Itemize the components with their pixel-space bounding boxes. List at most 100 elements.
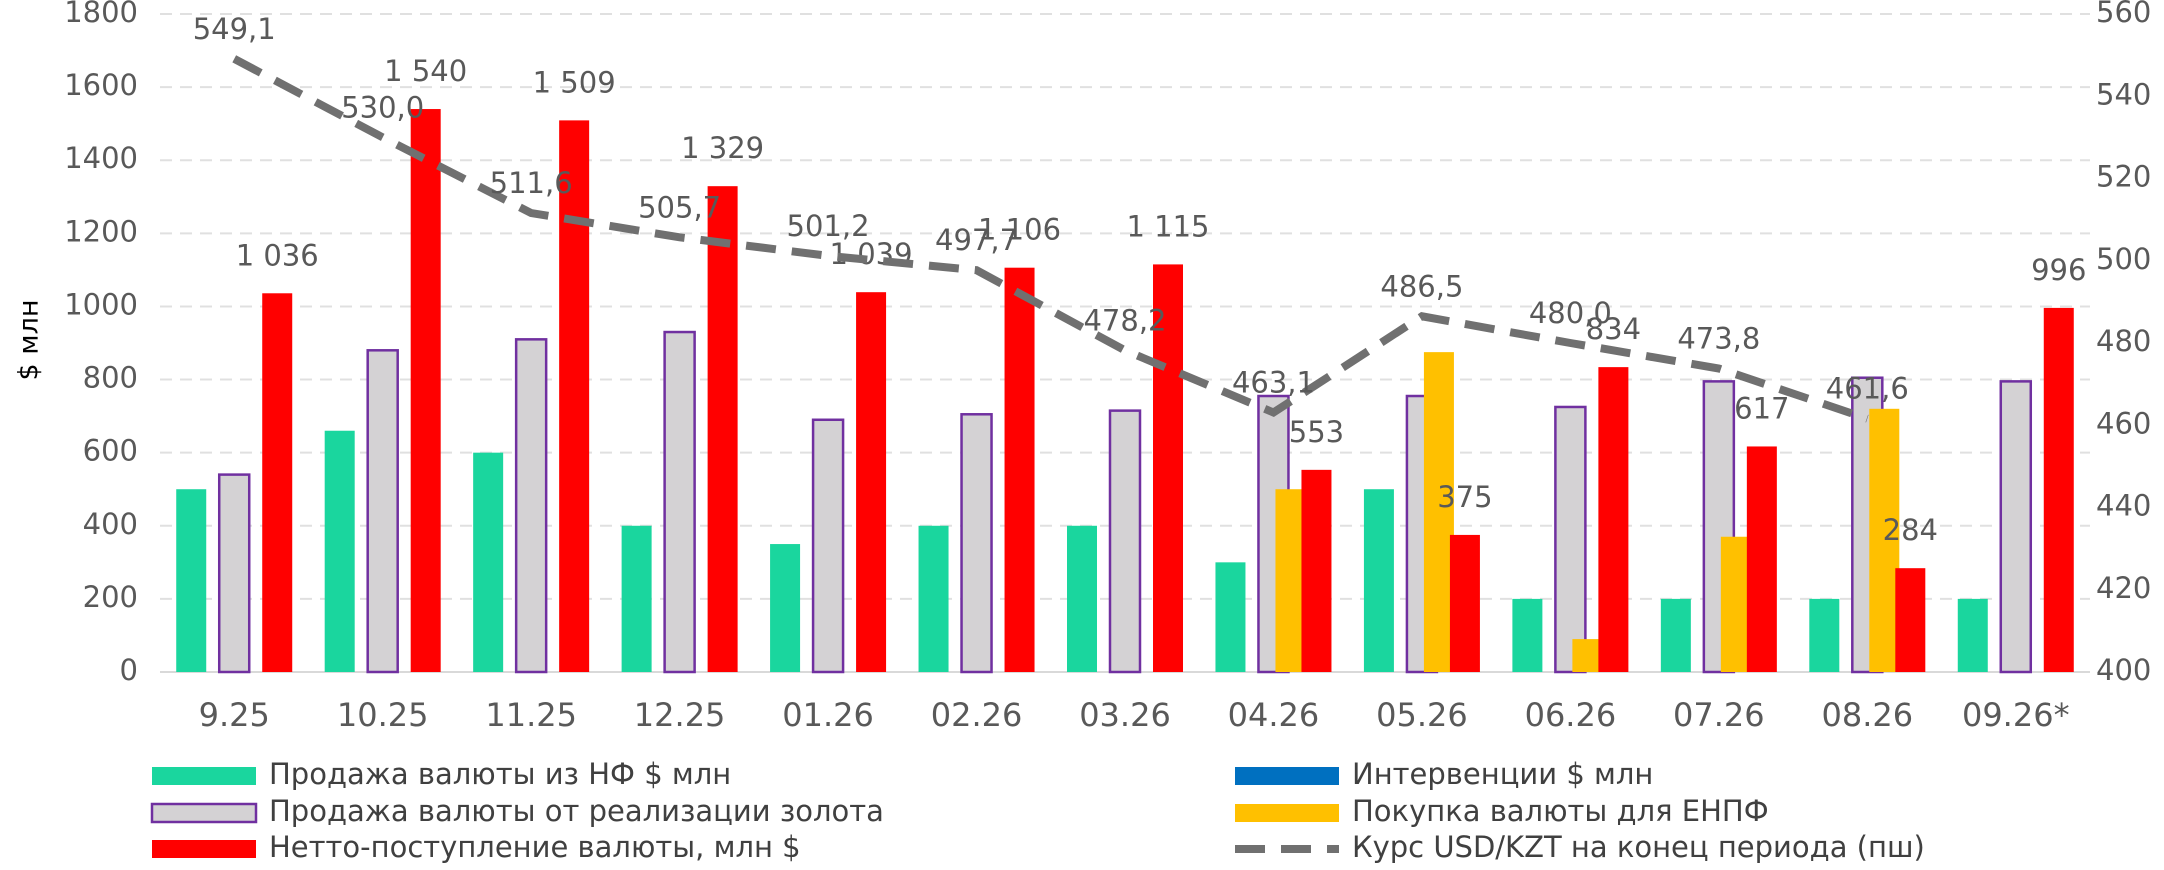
y2-tick-label: 540 — [2096, 77, 2151, 111]
x-tick-label: 12.25 — [634, 696, 726, 734]
bar — [811, 418, 845, 674]
data-label: 1 540 — [384, 54, 467, 88]
legend-swatch — [1235, 804, 1339, 822]
bar — [1108, 409, 1142, 674]
legend-label: Нетто-поступление валюты, млн $ — [269, 830, 801, 864]
legend-label: Покупка валюты для ЕНПФ — [1352, 794, 1769, 828]
bar — [410, 109, 441, 673]
line-label: 486,5 — [1380, 269, 1463, 303]
bar — [559, 120, 590, 673]
y2-tick-label: 480 — [2096, 324, 2151, 358]
legend-label: Продажа валюты из НФ $ млн — [269, 757, 731, 791]
y2-tick-label: 420 — [2096, 571, 2151, 605]
bar — [366, 349, 399, 674]
bar — [1999, 380, 2033, 674]
legend-swatch — [152, 840, 256, 858]
legend-swatch — [1235, 767, 1339, 785]
x-tick-label: 03.26 — [1079, 696, 1171, 734]
line-label: 501,2 — [787, 209, 870, 243]
data-label: 1 115 — [1126, 209, 1209, 243]
data-label: 1 329 — [681, 131, 764, 165]
bar — [324, 430, 355, 672]
y-tick-label: 1600 — [64, 68, 138, 102]
x-tick-label: 11.25 — [485, 696, 577, 734]
bar — [1275, 489, 1306, 672]
y2-tick-label: 520 — [2096, 160, 2151, 194]
line-label: 549,1 — [193, 12, 276, 46]
line-label: 478,2 — [1083, 303, 1166, 337]
x-tick-label: 06.26 — [1525, 696, 1617, 734]
bar — [1895, 568, 1926, 672]
y-tick-label: 1200 — [64, 214, 138, 248]
bar — [473, 452, 504, 672]
bar — [1301, 469, 1332, 672]
legend-swatch — [150, 802, 258, 824]
bar — [1869, 408, 1900, 672]
data-label: 617 — [1734, 391, 1789, 425]
y2-tick-label: 500 — [2096, 242, 2151, 276]
y-tick-label: 1800 — [64, 0, 138, 29]
bar — [1660, 598, 1691, 672]
x-tick-label: 07.26 — [1673, 696, 1765, 734]
x-tick-label: 04.26 — [1228, 696, 1320, 734]
bar — [918, 525, 949, 672]
bar — [1153, 264, 1183, 672]
y2-tick-label: 460 — [2096, 406, 2151, 440]
data-label: 996 — [2031, 253, 2086, 287]
x-tick-label: 9.25 — [199, 696, 270, 734]
bar — [1449, 534, 1480, 672]
y-tick-label: 800 — [83, 361, 138, 395]
bar — [1423, 352, 1454, 672]
y2-tick-label: 440 — [2096, 489, 2151, 523]
data-label: 553 — [1289, 415, 1344, 449]
bar — [217, 473, 251, 674]
x-tick-label: 05.26 — [1376, 696, 1468, 734]
x-tick-label: 08.26 — [1822, 696, 1914, 734]
legend-label: Курс USD/KZT на конец периода (пш) — [1352, 830, 1925, 864]
bar — [1512, 598, 1543, 672]
x-tick-label: 10.25 — [337, 696, 429, 734]
bar — [1957, 598, 1988, 672]
bar — [1572, 639, 1603, 672]
data-label: 375 — [1437, 480, 1492, 514]
line-label: 473,8 — [1677, 321, 1760, 355]
line-label: 511,6 — [490, 166, 573, 200]
x-tick-label: 09.26* — [1962, 696, 2070, 734]
line-label: 480,0 — [1529, 296, 1612, 330]
bar — [2043, 307, 2074, 672]
bar — [1215, 562, 1246, 672]
line-label: 463,1 — [1232, 366, 1315, 400]
bar — [621, 525, 652, 672]
y-tick-label: 1400 — [64, 141, 138, 175]
y-tick-label: 400 — [83, 507, 138, 541]
bar — [707, 186, 738, 672]
bar — [1809, 598, 1840, 672]
bar — [262, 293, 293, 672]
bar — [1554, 405, 1587, 674]
data-label: 834 — [1586, 312, 1641, 346]
legend-label: Продажа валюты от реализации золота — [269, 794, 884, 828]
data-label: 284 — [1883, 513, 1938, 547]
data-label: 1 106 — [978, 213, 1061, 247]
data-label: 1 036 — [236, 238, 319, 272]
y-tick-label: 200 — [83, 580, 138, 614]
bar — [1363, 489, 1394, 672]
line-label: 505,7 — [638, 190, 721, 224]
bar — [770, 544, 801, 672]
line-label: 530,0 — [341, 90, 424, 124]
bar — [856, 292, 887, 672]
bar — [663, 330, 696, 674]
x-tick-label: 01.26 — [782, 696, 874, 734]
y2-tick-label: 560 — [2096, 0, 2151, 29]
data-label: 1 509 — [533, 65, 616, 99]
bar — [176, 489, 207, 672]
y-tick-label: 1000 — [64, 287, 138, 321]
y-axis-label: $ млн — [14, 299, 45, 380]
bar — [1004, 267, 1035, 672]
bar — [1067, 525, 1097, 672]
line-label: 497,7 — [935, 223, 1018, 257]
y2-tick-label: 400 — [2096, 653, 2151, 687]
bar — [1720, 536, 1751, 672]
